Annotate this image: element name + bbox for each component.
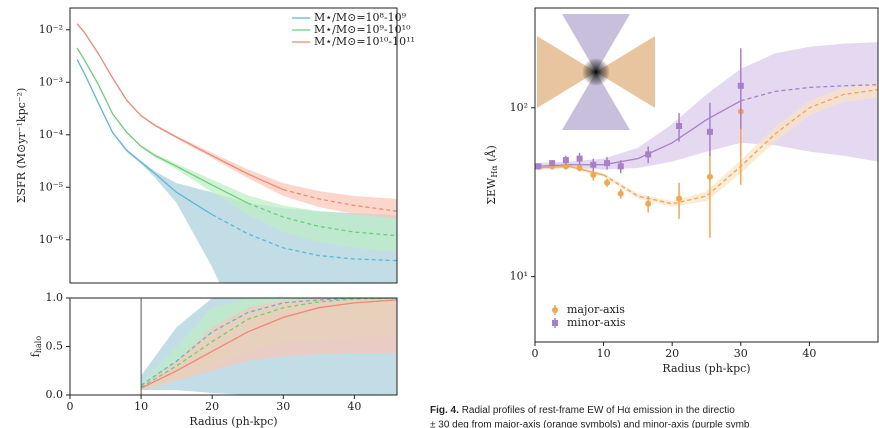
legend-label: M⋆/M⊙=10¹⁰-10¹¹ bbox=[314, 35, 415, 48]
point bbox=[549, 160, 556, 167]
inset-cone bbox=[562, 14, 630, 72]
y-axis-label-main: ΣSFR (M⊙yr⁻¹kpc⁻²) bbox=[15, 88, 28, 204]
point bbox=[617, 163, 624, 170]
y-tick-label: 10¹ bbox=[510, 270, 528, 283]
y-tick-label: 0.0 bbox=[46, 388, 64, 401]
point bbox=[562, 157, 569, 164]
plot-area bbox=[76, 23, 397, 283]
x-axis-label: Radius (ph-kpc) bbox=[189, 415, 277, 428]
band bbox=[77, 23, 397, 219]
x-tick-label: 0 bbox=[67, 400, 74, 413]
y-tick-label: 10⁻⁵ bbox=[39, 180, 63, 193]
y-axis-label: ΣEWHα (Å) bbox=[484, 145, 499, 205]
line bbox=[76, 23, 284, 191]
point bbox=[676, 195, 683, 202]
y-tick-label: 10⁻² bbox=[39, 23, 63, 36]
point bbox=[535, 163, 542, 170]
caption-text: Radial profiles of rest-frame EW of Hα e… bbox=[462, 405, 736, 416]
point bbox=[737, 82, 744, 89]
y-axis-label-main: f bbox=[29, 352, 42, 357]
inset-cone bbox=[596, 36, 655, 108]
legend-label: M⋆/M⊙=10⁹-10¹⁰ bbox=[314, 23, 411, 36]
axes-frame bbox=[534, 7, 879, 343]
y-tick-label: 10⁻⁴ bbox=[39, 128, 64, 141]
x-tick-label: 10 bbox=[597, 347, 611, 360]
x-tick-label: 0 bbox=[532, 347, 539, 360]
y-axis-label-main: ΣEW bbox=[485, 177, 498, 205]
x-tick-label: 40 bbox=[347, 400, 361, 413]
point bbox=[576, 155, 583, 162]
point bbox=[576, 164, 583, 171]
point bbox=[676, 123, 683, 130]
point bbox=[604, 160, 611, 167]
line bbox=[140, 299, 397, 389]
plot-area bbox=[140, 298, 397, 395]
caption-text: ± 30 deg from major-axis (orange symbols… bbox=[430, 420, 750, 428]
band bbox=[535, 42, 878, 170]
band bbox=[77, 47, 397, 252]
x-tick-label: 10 bbox=[134, 400, 148, 413]
legend-swatch bbox=[552, 307, 558, 313]
point bbox=[706, 173, 713, 180]
inset-cone bbox=[562, 72, 630, 130]
line bbox=[211, 214, 397, 262]
point bbox=[562, 163, 569, 170]
point bbox=[645, 151, 652, 158]
legend-swatch bbox=[552, 320, 558, 326]
y-tick-label: 10⁻³ bbox=[39, 75, 63, 88]
legend-label: minor-axis bbox=[567, 316, 626, 329]
line bbox=[76, 59, 213, 216]
y-axis-label: ΣSFR (M⊙yr⁻¹kpc⁻²) bbox=[15, 88, 28, 204]
y-tick-label: 10² bbox=[510, 101, 528, 114]
legend-label: M⋆/M⊙=10⁸-10⁹ bbox=[314, 11, 407, 24]
y-tick-label: 0.5 bbox=[46, 340, 64, 353]
point bbox=[706, 128, 713, 135]
line bbox=[283, 189, 397, 212]
x-tick-label: 20 bbox=[665, 347, 679, 360]
y-tick-label: 10⁻⁶ bbox=[39, 233, 64, 246]
x-tick-label: 30 bbox=[734, 347, 748, 360]
line bbox=[740, 84, 878, 102]
x-tick-label: 40 bbox=[802, 347, 816, 360]
inset-cone bbox=[537, 36, 596, 108]
y-axis-label-unit: (Å) bbox=[484, 145, 498, 165]
point bbox=[645, 200, 652, 207]
point bbox=[604, 179, 611, 186]
band bbox=[141, 298, 397, 391]
legend-label: major-axis bbox=[567, 303, 625, 316]
y-axis-label-sub: Hα bbox=[490, 165, 499, 178]
x-tick-label: 20 bbox=[205, 400, 219, 413]
line bbox=[535, 100, 742, 167]
x-axis-label: Radius (ph-kpc) bbox=[662, 362, 750, 375]
line bbox=[535, 165, 604, 176]
caption: Fig. 4. Radial profiles of rest-frame EW… bbox=[430, 405, 735, 416]
inset-core bbox=[582, 58, 610, 86]
line bbox=[76, 47, 249, 204]
y-axis-label: fhalo bbox=[29, 336, 43, 358]
caption-label: Fig. 4. bbox=[430, 405, 459, 416]
plot-area bbox=[535, 42, 878, 238]
point bbox=[590, 161, 597, 168]
point bbox=[617, 190, 624, 197]
y-tick-label: 1.0 bbox=[46, 291, 64, 304]
x-tick-label: 30 bbox=[276, 400, 290, 413]
point bbox=[590, 171, 597, 178]
y-axis-label-sub: halo bbox=[34, 336, 43, 353]
axes-frame bbox=[69, 7, 398, 284]
